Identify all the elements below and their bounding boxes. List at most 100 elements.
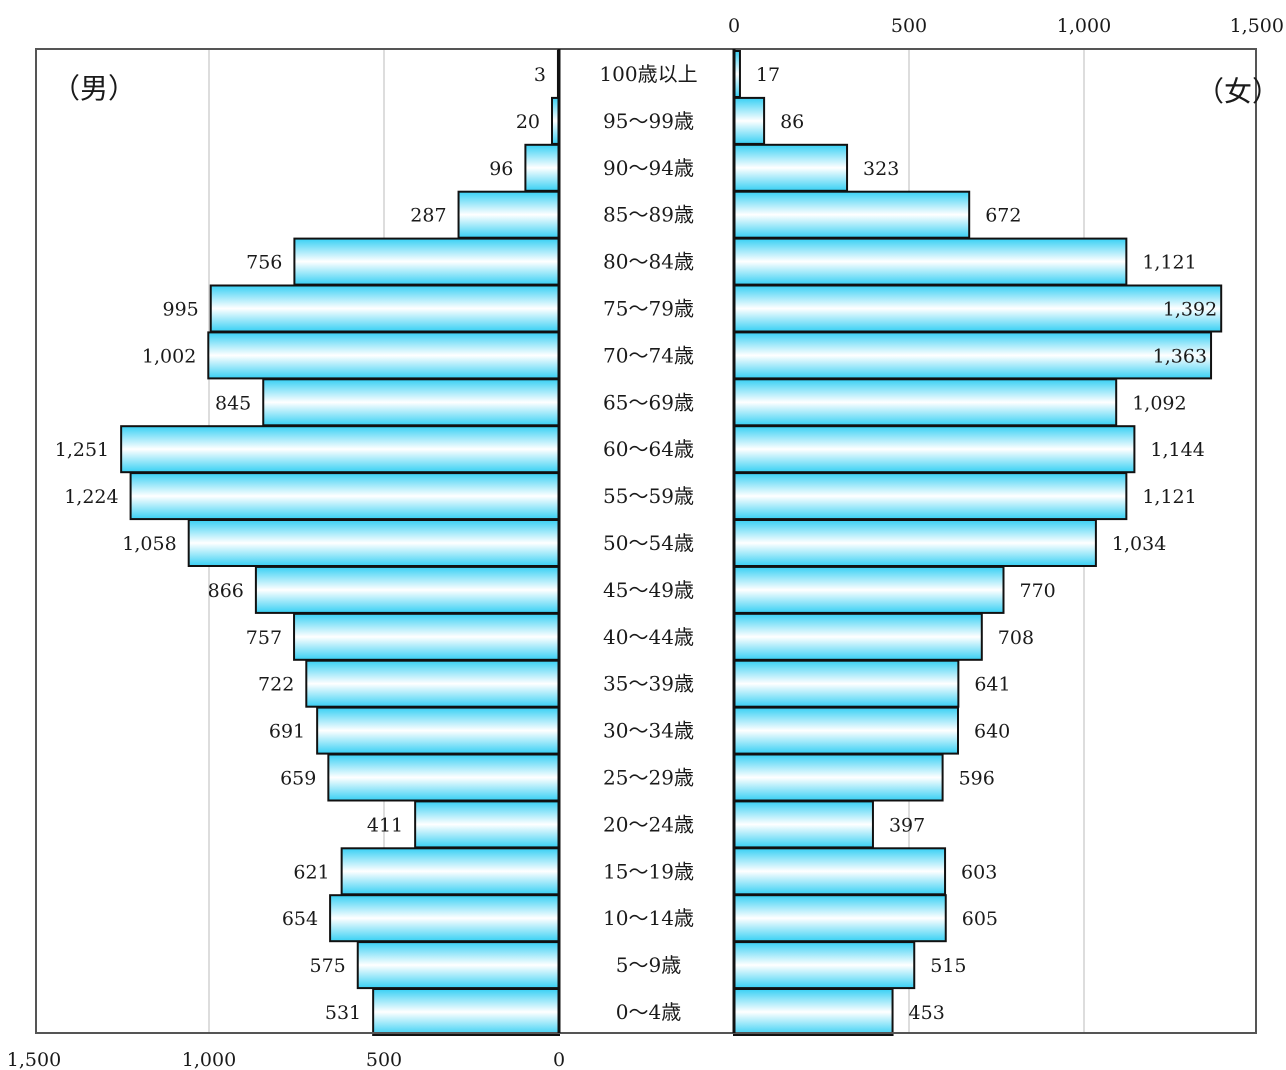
age-group-label: 70～74歳	[603, 343, 694, 367]
male-value-label: 691	[269, 721, 305, 743]
male-value-label: 575	[309, 955, 345, 977]
age-group-label: 10～14歳	[603, 906, 694, 930]
age-group-label: 0～4歳	[616, 1000, 681, 1024]
female-value-label: 596	[959, 767, 995, 789]
male-bar	[524, 143, 561, 192]
male-value-label: 866	[208, 580, 244, 602]
age-group-label: 40～44歳	[603, 625, 694, 649]
male-bar	[327, 753, 560, 802]
female-bar	[733, 941, 916, 990]
female-bar	[733, 331, 1213, 380]
male-value-label: 659	[280, 767, 316, 789]
male-value-label: 1,002	[142, 345, 196, 367]
plot-frame	[35, 48, 1257, 1034]
female-side-label: （女）	[1196, 75, 1280, 108]
age-group-label: 80～84歳	[603, 250, 694, 274]
female-bar	[733, 612, 983, 661]
female-value-label: 1,034	[1112, 533, 1166, 555]
female-bar	[733, 894, 947, 943]
male-value-label: 757	[246, 627, 282, 649]
male-bar	[129, 472, 560, 521]
female-bar	[733, 284, 1223, 333]
female-bar	[733, 143, 849, 192]
male-bar	[293, 237, 560, 286]
labels: 1,500 1,000 500 0 0 500 1,000 1,500 100歳以上 3 17 95～…	[7, 15, 1284, 1070]
male-value-label: 411	[367, 814, 403, 836]
female-bar	[733, 847, 947, 896]
age-group-label: 75～79歳	[603, 296, 694, 320]
male-value-label: 3	[534, 64, 546, 86]
age-group-label: 60～64歳	[603, 437, 694, 461]
age-group-label: 100歳以上	[599, 62, 697, 86]
male-bar	[457, 190, 560, 239]
male-bar	[329, 894, 560, 943]
age-group-label: 25～29歳	[603, 765, 694, 789]
female-axis-tick-label: 500	[891, 15, 927, 37]
age-group-label: 30～34歳	[603, 719, 694, 743]
age-group-label: 20～24歳	[603, 812, 694, 836]
female-axis-tick-label: 0	[728, 15, 740, 37]
female-value-label: 603	[961, 861, 997, 883]
female-value-label: 605	[962, 908, 998, 930]
age-group-label: 5～9歳	[616, 953, 681, 977]
male-value-label: 722	[258, 674, 294, 696]
male-bar	[207, 331, 561, 380]
female-value-label: 708	[998, 627, 1034, 649]
male-axis-tick-label: 1,000	[182, 1049, 236, 1070]
male-bar	[209, 284, 560, 333]
female-bar	[733, 237, 1128, 286]
female-bar	[733, 96, 766, 145]
female-value-label: 323	[863, 158, 899, 180]
male-bar	[187, 519, 560, 567]
female-value-label: 1,121	[1142, 252, 1196, 274]
age-group-label: 45～49歳	[603, 578, 694, 602]
male-bar	[262, 378, 560, 427]
male-value-label: 1,058	[122, 533, 176, 555]
female-value-label: 17	[756, 64, 780, 86]
male-bar	[414, 800, 560, 849]
male-bar	[340, 847, 560, 896]
age-group-label: 50～54歳	[603, 531, 694, 555]
female-value-label: 1,363	[1153, 345, 1207, 367]
female-bar	[733, 190, 971, 239]
female-axis-tick-label: 1,000	[1057, 15, 1111, 37]
female-bar	[733, 753, 944, 802]
female-value-label: 397	[889, 814, 925, 836]
female-value-label: 672	[985, 205, 1021, 227]
male-bar	[120, 425, 561, 474]
female-value-label: 640	[974, 721, 1010, 743]
male-side-label: （男）	[52, 72, 136, 105]
axes	[557, 49, 736, 1033]
female-value-label: 641	[974, 674, 1010, 696]
female-value-label: 453	[909, 1002, 945, 1024]
male-axis-tick-label: 500	[366, 1049, 402, 1070]
female-value-label: 86	[780, 111, 804, 133]
female-bar	[733, 378, 1118, 427]
female-value-label: 1,144	[1150, 439, 1204, 461]
age-group-label: 15～19歳	[603, 859, 694, 883]
female-bar	[733, 706, 959, 755]
male-value-label: 1,251	[55, 439, 109, 461]
male-value-label: 756	[246, 252, 282, 274]
male-value-label: 1,224	[64, 486, 118, 508]
male-bar	[254, 565, 560, 614]
male-value-label: 654	[282, 908, 318, 930]
age-group-label: 55～59歳	[603, 484, 694, 508]
female-value-label: 1,392	[1163, 298, 1217, 320]
female-bar	[733, 988, 894, 1036]
female-bar	[733, 659, 960, 708]
male-value-label: 96	[489, 158, 513, 180]
bars	[120, 50, 1223, 1036]
male-bar	[356, 941, 560, 990]
female-value-label: 515	[930, 955, 966, 977]
male-bar	[316, 706, 560, 755]
female-value-label: 1,092	[1132, 392, 1186, 414]
female-bar	[733, 565, 1005, 614]
male-bar	[305, 659, 560, 708]
male-value-label: 20	[516, 111, 540, 133]
male-bar	[372, 988, 560, 1036]
age-group-label: 90～94歳	[603, 156, 694, 180]
female-value-label: 1,121	[1142, 486, 1196, 508]
male-axis-tick-label: 1,500	[7, 1049, 61, 1070]
